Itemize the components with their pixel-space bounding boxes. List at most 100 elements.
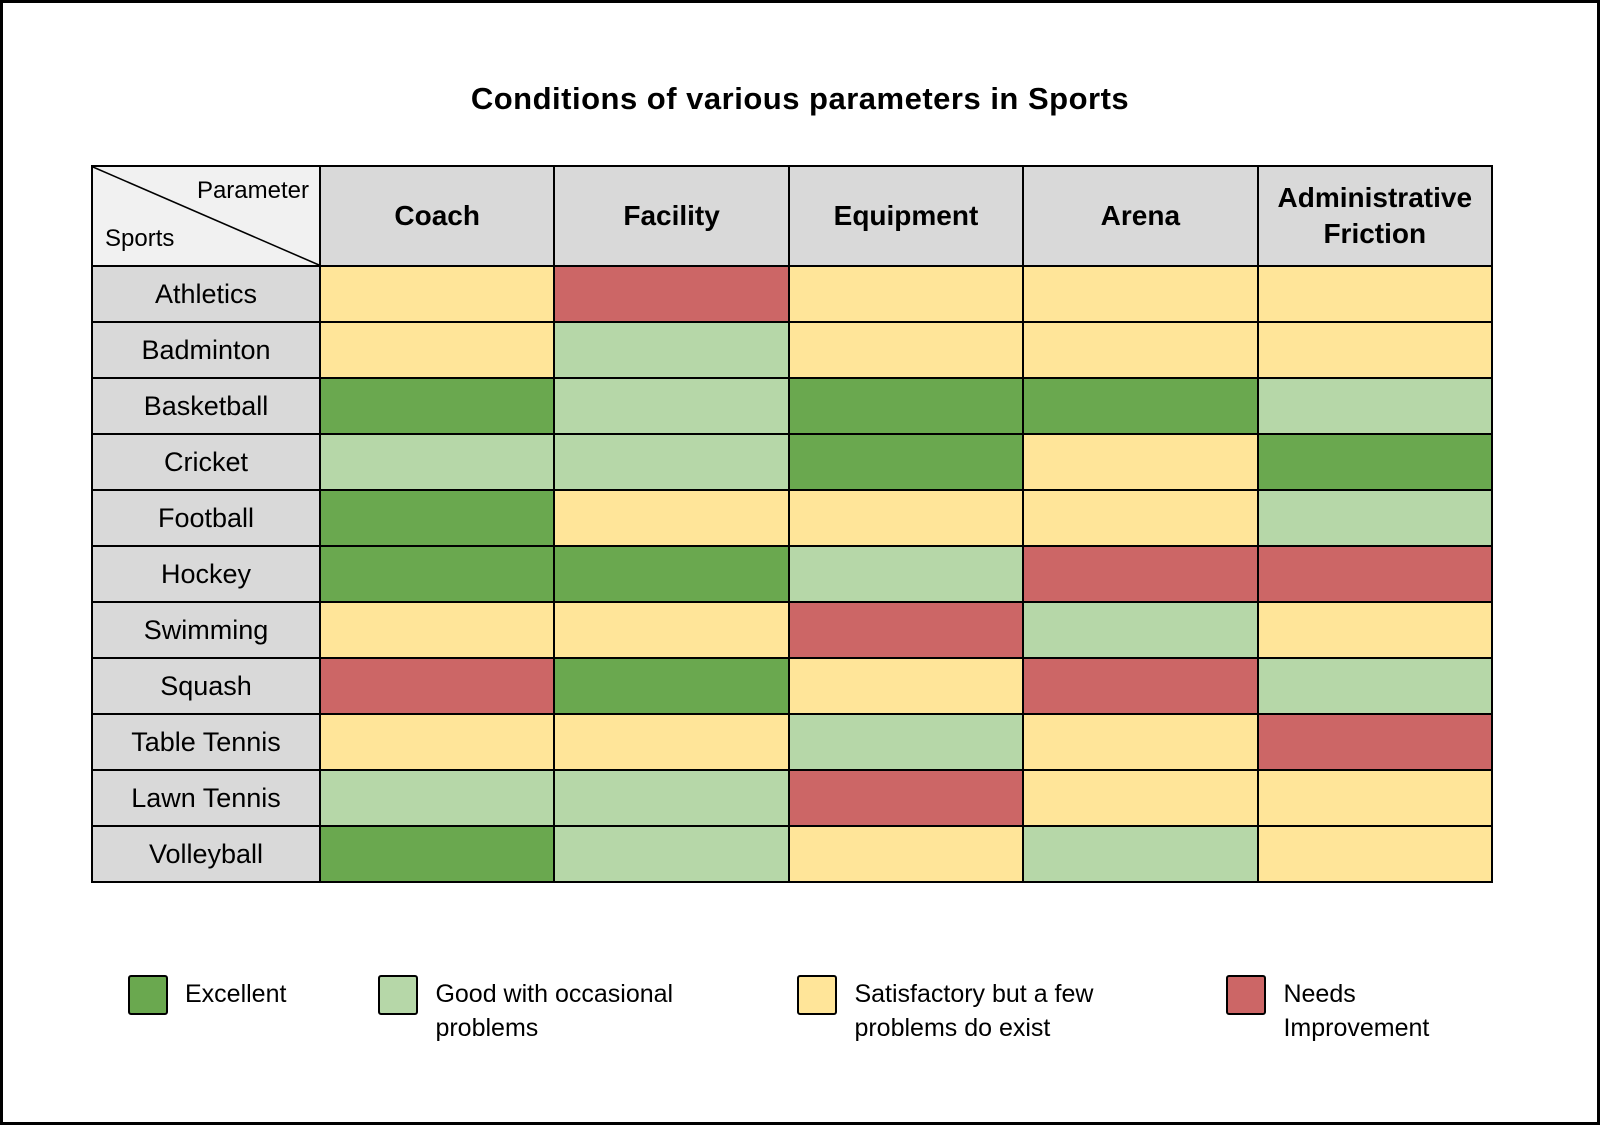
rating-cell: [1022, 489, 1259, 547]
corner-cell: Parameter Sports: [91, 165, 321, 267]
column-header: Administrative Friction: [1256, 165, 1494, 267]
corner-label-sports: Sports: [105, 225, 175, 252]
diagonal-divider: [94, 168, 318, 264]
table-row: Cricket: [91, 433, 1494, 491]
column-header: Equipment: [787, 165, 1025, 267]
rating-cell: [318, 657, 556, 715]
rating-cell: [553, 433, 790, 491]
rating-cell: [553, 545, 790, 603]
row-label: Table Tennis: [91, 713, 321, 771]
legend-label: Good with occasional problems: [435, 980, 674, 1042]
rating-cell: [553, 769, 790, 827]
rating-cell: [318, 433, 556, 491]
table-row: Badminton: [91, 321, 1494, 379]
row-label: Athletics: [91, 265, 321, 323]
column-header: Arena: [1022, 165, 1259, 267]
rating-cell: [1256, 769, 1494, 827]
legend-swatch: [378, 975, 419, 1015]
rating-cell: [318, 265, 556, 323]
rating-cell: [318, 321, 556, 379]
rating-cell: [553, 377, 790, 435]
rating-cell: [1022, 377, 1259, 435]
rating-cell: [1022, 713, 1259, 771]
rating-cell: [787, 769, 1025, 827]
rating-cell: [1256, 489, 1494, 547]
row-label: Football: [91, 489, 321, 547]
rating-cell: [1022, 265, 1259, 323]
rating-cell: [1256, 713, 1494, 771]
legend-item: Good with occasional problems: [378, 975, 705, 1046]
rating-cell: [787, 377, 1025, 435]
row-label: Lawn Tennis: [91, 769, 321, 827]
rating-cell: [1256, 657, 1494, 715]
rating-cell: [1256, 601, 1494, 659]
rating-cell: [1022, 601, 1259, 659]
rating-cell: [1256, 265, 1494, 323]
rating-cell: [787, 321, 1025, 379]
row-label: Basketball: [91, 377, 321, 435]
rating-cell: [787, 433, 1025, 491]
row-label: Swimming: [91, 601, 321, 659]
table-row: Hockey: [91, 545, 1494, 603]
conditions-table: Parameter Sports Coach Facility Equipment A…: [91, 165, 1494, 883]
table-row: Athletics: [91, 265, 1494, 323]
rating-cell: [318, 377, 556, 435]
table-row: Basketball: [91, 377, 1494, 435]
rating-cell: [1022, 545, 1259, 603]
legend-label: Needs Improvement: [1283, 980, 1430, 1042]
table-row: Table Tennis: [91, 713, 1494, 771]
rating-cell: [787, 825, 1025, 883]
row-label: Cricket: [91, 433, 321, 491]
legend-item: Satisfactory but a few problems do exist: [797, 975, 1134, 1046]
header-row: Parameter Sports Coach Facility Equipment A…: [91, 165, 1494, 267]
row-label: Badminton: [91, 321, 321, 379]
rating-cell: [1022, 321, 1259, 379]
rating-cell: [1022, 657, 1259, 715]
table-body: Athletics Badminton Basketball Cricket Footb…: [91, 265, 1494, 883]
table-row: Squash: [91, 657, 1494, 715]
rating-cell: [1022, 433, 1259, 491]
rating-cell: [787, 713, 1025, 771]
rating-cell: [1256, 433, 1494, 491]
legend-item: Excellent: [128, 975, 286, 1015]
rating-cell: [318, 545, 556, 603]
rating-cell: [553, 713, 790, 771]
rating-cell: [553, 825, 790, 883]
rating-cell: [318, 713, 556, 771]
row-label: Volleyball: [91, 825, 321, 883]
column-header: Coach: [318, 165, 556, 267]
legend-swatch: [128, 975, 168, 1015]
row-label: Squash: [91, 657, 321, 715]
table-row: Football: [91, 489, 1494, 547]
row-label: Hockey: [91, 545, 321, 603]
rating-cell: [1022, 825, 1259, 883]
table-header: Parameter Sports Coach Facility Equipment A…: [91, 165, 1494, 267]
rating-cell: [553, 321, 790, 379]
table-row: Volleyball: [91, 825, 1494, 883]
rating-cell: [318, 769, 556, 827]
rating-cell: [787, 489, 1025, 547]
rating-cell: [318, 489, 556, 547]
rating-cell: [553, 601, 790, 659]
rating-cell: [318, 601, 556, 659]
page-title: Conditions of various parameters in Spor…: [470, 81, 1130, 116]
column-header: Facility: [553, 165, 790, 267]
legend: Excellent Good with occasional problems Sa…: [128, 975, 1597, 1046]
rating-cell: [1256, 825, 1494, 883]
rating-cell: [1256, 545, 1494, 603]
legend-item: Needs Improvement: [1226, 975, 1433, 1046]
rating-cell: [787, 601, 1025, 659]
table-row: Swimming: [91, 601, 1494, 659]
table-row: Lawn Tennis: [91, 769, 1494, 827]
rating-cell: [1022, 769, 1259, 827]
rating-cell: [787, 545, 1025, 603]
legend-swatch: [1226, 975, 1267, 1015]
legend-label: Excellent: [185, 980, 287, 1008]
rating-cell: [553, 489, 790, 547]
rating-cell: [318, 825, 556, 883]
rating-cell: [553, 265, 790, 323]
corner-label-parameter: Parameter: [196, 177, 309, 204]
rating-cell: [787, 657, 1025, 715]
rating-cell: [1256, 321, 1494, 379]
